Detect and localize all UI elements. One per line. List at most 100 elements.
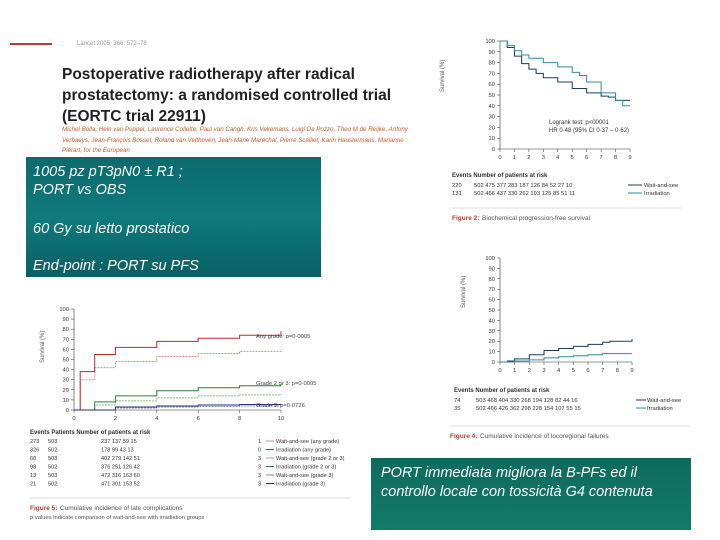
summary-line-1: 1005 pz pT3pN0 ± R1 ;: [33, 164, 183, 180]
fig5-ytick-label: 40: [63, 368, 69, 374]
fig5-ylabel: Survival (%): [40, 331, 46, 363]
fig5-xtick-label: 4: [155, 416, 159, 422]
fig5-risk-cell: 502: [48, 465, 57, 471]
header-rule: [10, 43, 52, 45]
paper-title: Postoperative radiotherapy after radical…: [62, 66, 392, 125]
fig2-risk-events-1: 220: [452, 183, 462, 189]
fig5-ytick-label: 80: [63, 327, 69, 333]
fig4-xtick-label: 0: [498, 368, 501, 374]
fig2-ytick-label: 100: [485, 39, 495, 45]
fig5-annotation-grade-2-3: Grade 2 or 3: p=0·0005: [256, 381, 316, 387]
fig5-ytick-label: 20: [63, 388, 69, 394]
fig5-series-irradiation-grade-2-or-3-: [74, 383, 282, 411]
fig2-ytick-label: 30: [489, 115, 495, 121]
fig4-ytick-label: 90: [489, 266, 495, 272]
fig4-xtick-label: 9: [630, 368, 633, 374]
fig5-xtick-label: 0: [72, 416, 75, 422]
fig5-risk-cell: 502: [48, 448, 57, 454]
fig5-risk-cell: 471 301 153 52: [101, 482, 140, 488]
fig5-risk-cell: 60: [30, 456, 36, 462]
fig5-risk-cell: 273: [30, 439, 39, 445]
fig5-risk-cell: Wait-and-see (grade 2 or 3): [276, 456, 345, 462]
fig2-xtick-label: 3: [542, 155, 545, 161]
fig4-xtick-label: 2: [528, 368, 531, 374]
fig5-risk-cell: 237 137 59 15: [101, 439, 137, 445]
fig5-ytick-label: 10: [63, 398, 69, 404]
fig4-caption-label: Figure 4:: [450, 433, 477, 440]
fig4-risk-events-2: 35: [454, 406, 460, 412]
fig5-ytick-label: 60: [63, 347, 69, 353]
fig5-risk-header: Events Patients Number of patients at ri…: [30, 430, 151, 436]
fig2-risk-row-2: 502 466 437 330 262 193 125 85 51 11: [474, 191, 575, 197]
fig5-ytick-label: 30: [63, 378, 69, 384]
summary-box: 1005 pz pT3pN0 ± R1 ; PORT vs OBS 60 Gy …: [26, 157, 321, 277]
fig2-xtick-label: 4: [556, 155, 560, 161]
fig5-risk-cell: Wait-and-see (any grade): [276, 439, 339, 445]
fig5-risk-cell: 0: [258, 448, 261, 454]
fig4-xtick-label: 5: [572, 368, 575, 374]
paper-authors: Michel Bolla, Hein van Poppel, Laurence …: [62, 126, 408, 154]
fig5-risk-cell: 21: [30, 482, 36, 488]
fig4-ytick-label: 50: [489, 308, 495, 314]
fig2-xtick-label: 2: [527, 155, 530, 161]
fig4-ytick-label: 40: [489, 318, 495, 324]
fig2-legend-2: Irradiation: [644, 191, 670, 197]
summary-line-4: End-point : PORT su PFS: [33, 258, 199, 274]
fig2-xtick-label: 9: [628, 155, 631, 161]
fig5-risk-cell: Irradiation (grade 2 or 3): [276, 465, 336, 471]
fig2-legend-1: Wait-and-see: [644, 183, 678, 189]
fig4-risk-row-2: 502 466 426 362 298 228 154 107 55 15: [476, 406, 581, 412]
fig5-xtick-label: 6: [197, 416, 200, 422]
fig4-ylabel: Survival (%): [461, 276, 467, 308]
fig2-ytick-label: 10: [489, 136, 495, 142]
fig2-xtick-label: 7: [599, 155, 602, 161]
fig4-ytick-label: 80: [489, 277, 495, 283]
fig5-risk-cell: 98: [30, 465, 36, 471]
fig2-ytick-label: 60: [489, 82, 495, 88]
fig5-risk-cell: 1: [258, 439, 261, 445]
fig4-xtick-label: 4: [557, 368, 561, 374]
fig2-ytick-label: 80: [489, 61, 495, 67]
fig2-ylabel: Survival (%): [440, 60, 446, 92]
fig5-risk-cell: 3: [258, 482, 261, 488]
fig5-risk-cell: 503: [48, 473, 57, 479]
fig4-ytick-label: 0: [492, 360, 495, 366]
fig4-ytick-label: 70: [489, 287, 495, 293]
conclusion-box: PORT immediata migliora la B-PFs ed il c…: [371, 458, 691, 530]
fig5-ytick-label: 100: [59, 307, 69, 313]
fig2-ytick-label: 90: [489, 50, 495, 56]
fig2-risk-row-1: 502 475 377 283 187 126 84 52 27 10: [474, 183, 572, 189]
fig4-caption-text: Cumulative incidence of locoregional fai…: [480, 433, 609, 440]
fig2-xtick-label: 6: [585, 155, 588, 161]
fig2-ytick-label: 40: [489, 104, 495, 110]
fig2-stat-hr: HR 0·48 (95% CI 0·37 – 0·62): [549, 128, 629, 134]
fig2-series-irradiation: [500, 40, 630, 107]
fig2-ytick-label: 50: [489, 93, 495, 99]
fig4-risk-header: Events Number of patients at risk: [454, 388, 550, 394]
fig5-ytick-label: 0: [66, 408, 69, 414]
fig4-ytick-label: 20: [489, 339, 495, 345]
fig5-ytick-label: 50: [63, 358, 69, 364]
fig4-legend-2: Irradiation: [647, 406, 673, 412]
paper-citation: Lancet 2005; 366: 572–78: [77, 41, 147, 47]
fig5-caption-sub: p values indicate comparison of wait-and…: [30, 515, 204, 521]
fig5-xtick-label: 8: [238, 416, 241, 422]
fig4-xtick-label: 3: [542, 368, 545, 374]
fig4-xtick-label: 8: [616, 368, 619, 374]
fig4-series-irradiation: [500, 353, 632, 363]
fig5-xtick-label: 2: [114, 416, 117, 422]
fig5-risk-cell: 178 99 43 13: [101, 448, 134, 454]
fig5-risk-cell: 503: [48, 439, 57, 445]
summary-line-3: 60 Gy su letto prostatico: [33, 221, 190, 237]
fig4-xtick-label: 7: [601, 368, 604, 374]
fig5-risk-cell: 3: [258, 456, 261, 462]
fig5-ytick-label: 90: [63, 317, 69, 323]
fig5-risk-cell: 503: [48, 456, 57, 462]
summary-line-2: PORT vs OBS: [33, 182, 127, 198]
